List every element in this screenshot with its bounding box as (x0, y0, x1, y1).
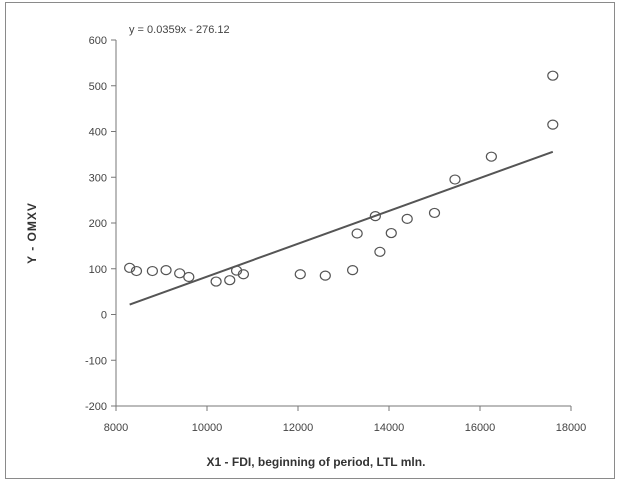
x-tick-label: 16000 (465, 422, 496, 434)
trendline-group (130, 152, 553, 305)
data-point (175, 269, 185, 278)
axes (116, 40, 571, 406)
data-point (225, 276, 235, 285)
data-points (125, 71, 558, 286)
y-tick-label: 200 (89, 218, 107, 230)
data-point (486, 152, 496, 161)
x-tick-label: 18000 (556, 422, 587, 434)
x-tick-label: 12000 (283, 422, 314, 434)
trendline-equation: y = 0.0359x - 276.12 (129, 24, 230, 36)
y-tick-label: -200 (85, 401, 107, 413)
data-point (352, 229, 362, 238)
data-point (430, 208, 440, 217)
y-tick-label: 100 (89, 264, 107, 276)
data-point (548, 71, 558, 80)
y-tick-label: -100 (85, 355, 107, 367)
data-point (161, 266, 171, 275)
data-point (320, 271, 330, 280)
data-point (211, 277, 221, 286)
chart-frame: -200 -100 0 100 200 300 400 500 600 8000 10000 120… (5, 2, 615, 479)
data-point (402, 214, 412, 223)
y-tick-label: 400 (89, 127, 107, 139)
x-ticks: 8000 10000 12000 14000 16000 18000 (104, 406, 587, 434)
y-tick-label: 300 (89, 172, 107, 184)
x-tick-label: 14000 (374, 422, 405, 434)
y-tick-label: 0 (101, 310, 107, 322)
trendline (130, 152, 553, 305)
data-point (348, 266, 358, 275)
x-axis-title: X1 - FDI, beginning of period, LTL mln. (207, 455, 426, 469)
y-axis-title: Y - OMXV (25, 202, 39, 264)
scatter-chart: -200 -100 0 100 200 300 400 500 600 8000 10000 120… (6, 3, 616, 480)
data-point (147, 267, 157, 276)
data-point (548, 120, 558, 129)
y-ticks: -200 -100 0 100 200 300 400 500 600 (85, 35, 116, 413)
x-tick-label: 10000 (192, 422, 223, 434)
data-point (295, 270, 305, 279)
x-tick-label: 8000 (104, 422, 128, 434)
data-point (450, 175, 460, 184)
data-point (386, 229, 396, 238)
data-point (375, 247, 385, 256)
y-tick-label: 500 (89, 81, 107, 93)
data-point (184, 272, 194, 281)
y-tick-label: 600 (89, 35, 107, 47)
